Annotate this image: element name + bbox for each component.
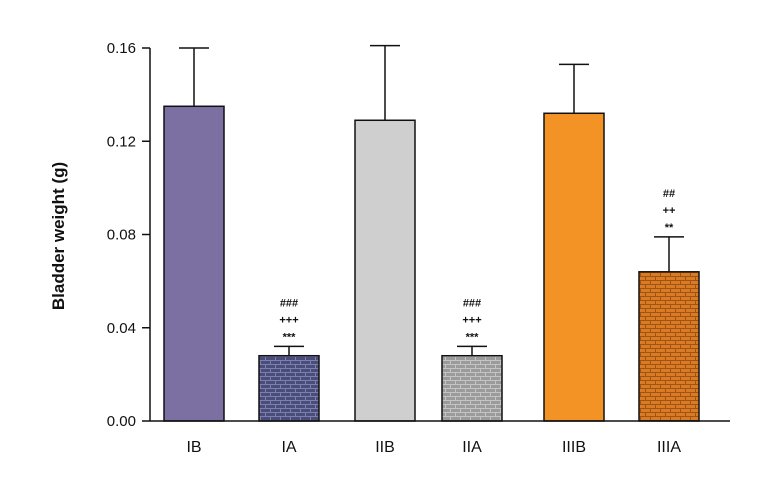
bar-iiia	[638, 271, 700, 422]
y-axis-ticks: 0.00 0.04 0.08 0.12 0.16	[107, 40, 150, 430]
y-tick-label: 0.04	[107, 320, 136, 337]
significance-mark: +++	[462, 314, 481, 326]
significance-mark: ###	[463, 297, 481, 309]
x-category-label: IIIB	[562, 439, 586, 456]
y-tick-label: 0.00	[107, 413, 136, 430]
significance-mark: ##	[663, 188, 675, 200]
y-tick-label: 0.12	[107, 133, 136, 150]
bar-ib	[163, 105, 225, 422]
bar-iia	[441, 354, 503, 422]
significance-mark: +++	[279, 314, 298, 326]
significance-mark: ###	[280, 297, 298, 309]
significance-mark: ***	[466, 331, 480, 343]
y-tick-label: 0.16	[107, 40, 136, 57]
x-category-label: IIA	[462, 439, 482, 456]
x-category-label: IA	[281, 439, 296, 456]
x-axis-categories: IB IA IIB IIA IIIB IIIA	[186, 439, 681, 456]
y-tick-label: 0.08	[107, 227, 136, 244]
bar-iiib	[543, 112, 605, 422]
x-category-label: IIB	[375, 439, 395, 456]
x-category-label: IIIA	[657, 439, 681, 456]
y-axis-title: Bladder weight (g)	[49, 162, 68, 310]
error-bars	[179, 44, 684, 356]
significance-annotations: ### +++ *** ### +++ *** ## ++ **	[279, 188, 675, 344]
bars	[163, 105, 700, 422]
x-category-label: IB	[186, 439, 201, 456]
significance-mark: **	[665, 222, 674, 234]
bar-ia	[258, 354, 320, 422]
significance-mark: ++	[663, 205, 676, 217]
bar-iib	[354, 119, 416, 422]
significance-mark: ***	[283, 331, 297, 343]
